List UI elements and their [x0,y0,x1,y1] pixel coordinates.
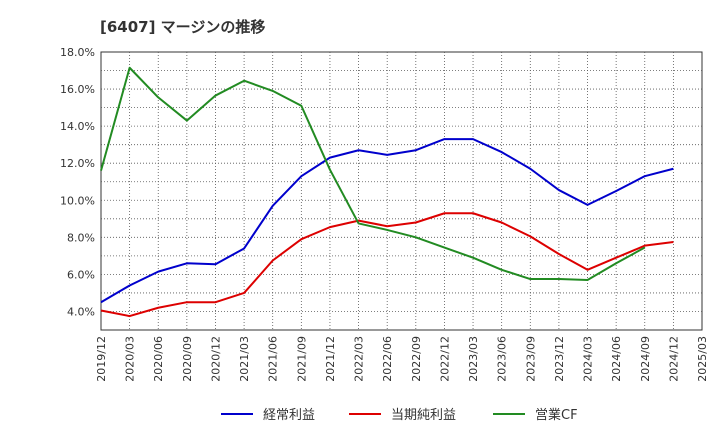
x-tick-label: 2023/03 [467,336,480,382]
y-tick-label: 12.0% [60,157,95,170]
x-tick-label: 2022/06 [381,336,394,382]
x-tick-label: 2020/09 [181,336,194,382]
x-tick-label: 2024/12 [667,336,680,382]
series-line-1 [100,138,674,304]
y-tick-label: 18.0% [60,46,95,59]
y-tick-label: 8.0% [67,231,95,244]
series-layer [100,66,674,318]
y-tick-label: 10.0% [60,194,95,207]
x-tick-label: 2024/09 [639,336,652,382]
x-tick-label: 2020/03 [124,336,137,382]
x-tick-label: 2023/06 [496,336,509,382]
x-tick-label: 2024/06 [610,336,623,382]
x-tick-label: 2022/12 [438,336,451,382]
x-tick-label: 2021/09 [295,336,308,382]
x-tick-label: 2021/03 [238,336,251,382]
chart-title: [6407] マージンの推移 [100,18,266,36]
x-tick-label: 2024/03 [582,336,595,382]
legend-label-1: 経常利益 [263,408,315,423]
x-tick-label: 2023/12 [553,336,566,382]
x-tick-label: 2025/03 [696,336,709,382]
x-tick-label: 2019/12 [95,336,108,382]
y-tick-label: 6.0% [67,268,95,281]
x-tick-label: 2022/09 [410,336,423,382]
x-tick-label: 2023/09 [524,336,537,382]
x-tick-label: 2021/12 [324,336,337,382]
axis-layer: 4.0% 6.0% 8.0% 10.0% 12.0% 14.0% 16.0% 18.0% 201… [60,46,709,382]
legend-label-3: 営業CF [535,407,578,423]
plot-frame [100,51,703,331]
y-tick-label: 14.0% [60,120,95,133]
y-tick-label: 4.0% [67,305,95,318]
x-tick-label: 2020/12 [209,336,222,382]
y-tick-label: 16.0% [60,83,95,96]
grid-layer [100,51,703,331]
x-tick-label: 2022/03 [353,336,366,382]
x-tick-label: 2020/06 [152,336,165,382]
series-line-2 [100,212,674,318]
legend: 経常利益 当期純利益 営業CF [221,407,578,423]
series-line-3 [100,66,646,281]
x-tick-label: 2021/06 [267,336,280,382]
legend-label-2: 当期純利益 [391,408,456,423]
